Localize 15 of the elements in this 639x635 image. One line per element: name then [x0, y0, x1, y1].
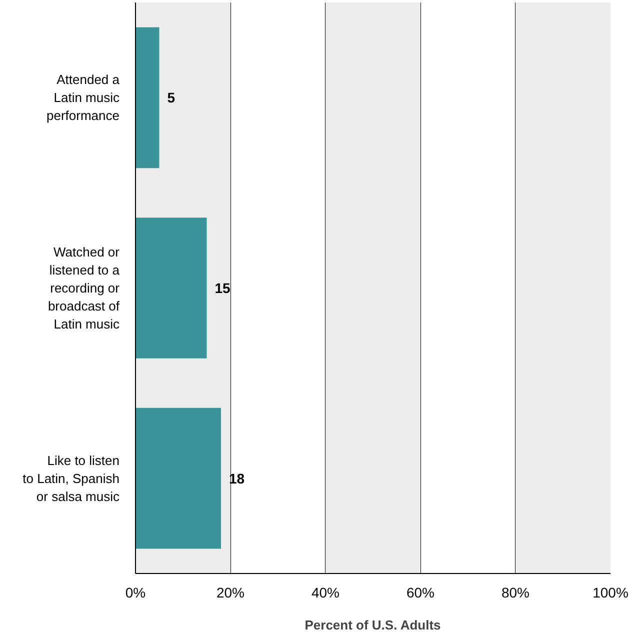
data-label: 5 [167, 90, 176, 106]
y-tick-label: Attended a Latin music performance [46, 72, 120, 124]
y-tick-label: Like to listen to Latin, Spanish or salsa music [22, 452, 120, 504]
x-tick-label: 40% [311, 584, 340, 600]
bar [136, 408, 221, 549]
bar [136, 27, 160, 168]
data-label: 15 [214, 280, 231, 296]
x-tick-label: 100% [592, 584, 628, 600]
x-axis-title: Percent of U.S. Adults [304, 618, 441, 632]
x-tick-label: 80% [501, 584, 530, 600]
y-tick-label: Watched or listened to a recording or broadcast of Latin music [48, 244, 120, 332]
bar [136, 218, 207, 358]
x-tick-label: 60% [406, 584, 435, 600]
x-tick-label: 0% [125, 584, 146, 600]
x-tick-label: 20% [216, 584, 245, 600]
